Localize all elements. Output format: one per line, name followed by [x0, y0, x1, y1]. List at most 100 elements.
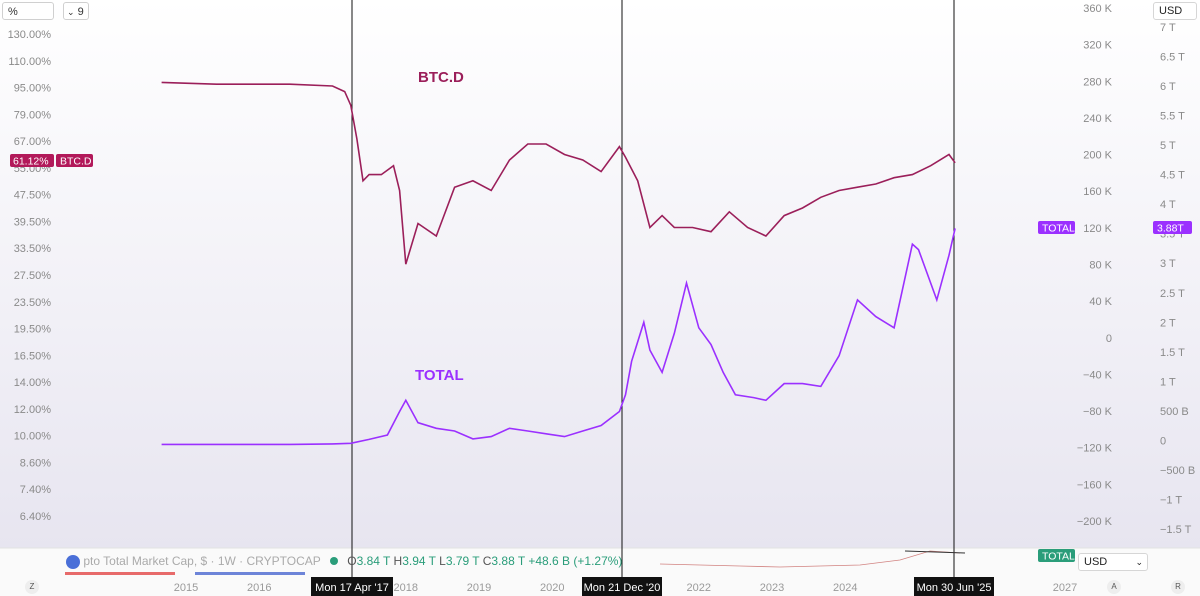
x-axis-tick: 2018	[394, 582, 418, 594]
x-axis-tick: 2020	[540, 582, 564, 594]
left-axis-tick: 19.50%	[14, 324, 52, 336]
mid-axis-tick: 320 K	[1083, 40, 1112, 52]
mid-axis-tick: −40 K	[1083, 369, 1113, 381]
date-marker-label: Mon 17 Apr '17	[315, 582, 389, 594]
right-axis-tick: 500 B	[1160, 406, 1189, 418]
interval-dropdown[interactable]: ⌄ 9	[63, 2, 89, 20]
auto-scale-button[interactable]: A	[1107, 580, 1121, 594]
scroll-indicator-mid[interactable]	[195, 572, 305, 575]
total-price-tag[interactable]: TOTAL 3.88T	[1038, 221, 1192, 235]
x-axis-tick: 2024	[833, 582, 857, 594]
total-value-tag: 3.88T	[1157, 223, 1184, 235]
left-axis-tick: 10.00%	[14, 431, 52, 443]
open-label: O	[347, 554, 357, 568]
mid-axis-tick: 0	[1106, 333, 1112, 345]
currency-bottom-dropdown[interactable]: USD ⌄	[1078, 553, 1148, 571]
btcd-chart-label: BTC.D	[418, 69, 464, 86]
total-bottom-tag[interactable]: TOTAL	[1038, 549, 1075, 563]
right-axis-tick: 5.5 T	[1160, 111, 1185, 123]
reset-button[interactable]: R	[1171, 580, 1185, 594]
left-axis-tick: 7.40%	[20, 484, 51, 496]
mid-axis-tick: 80 K	[1089, 260, 1112, 272]
left-axis-tick: 23.50%	[14, 297, 52, 309]
x-axis-tick: 2016	[247, 582, 271, 594]
x-axis-tick: 2022	[687, 582, 711, 594]
legend-title: pto Total Market Cap, $ · 1W · CRYPTOCAP	[83, 554, 321, 568]
left-axis-tick: 95.00%	[14, 83, 52, 95]
date-marker-label: Mon 21 Dec '20	[584, 582, 661, 594]
btcd-name-tag: BTC.D	[60, 156, 92, 168]
right-axis-tick: 5 T	[1160, 140, 1176, 152]
legend-bar[interactable]: pto Total Market Cap, $ · 1W · CRYPTOCAP…	[66, 554, 622, 569]
mid-axis-tick: 160 K	[1083, 186, 1112, 198]
plot-background	[0, 0, 1200, 548]
left-axis-tick: 14.00%	[14, 377, 52, 389]
left-percent-axis: 130.00%110.00%95.00%79.00%67.00%55.00%47…	[8, 29, 52, 523]
change-value: +48.6 B (+1.27%)	[528, 554, 623, 568]
right-axis-tick: 7 T	[1160, 22, 1176, 34]
total-name-tag: TOTAL	[1042, 223, 1075, 235]
right-axis-tick: 6.5 T	[1160, 52, 1185, 64]
close-label: C	[482, 554, 492, 568]
left-axis-tick: 39.50%	[14, 216, 52, 228]
right-axis-tick: 1.5 T	[1160, 347, 1185, 359]
chevron-down-icon: ⌄	[1135, 557, 1143, 567]
zoom-button[interactable]: Z	[25, 580, 39, 594]
right-axis-tick: 4 T	[1160, 199, 1176, 211]
date-marker-box: Mon 30 Jun '25	[914, 577, 994, 596]
mid-axis-tick: −120 K	[1077, 443, 1113, 455]
high-label: H	[393, 554, 403, 568]
right-t-axis: 7 T6.5 T6 T5.5 T5 T4.5 T4 T3.5 T3 T2.5 T…	[1160, 22, 1195, 536]
right-axis-tick: 4.5 T	[1160, 170, 1185, 182]
mini-range-line	[904, 550, 966, 554]
left-axis-tick: 130.00%	[8, 29, 52, 41]
right-axis-tick: 0	[1160, 435, 1166, 447]
right-axis-tick: 6 T	[1160, 81, 1176, 93]
low-value: 3.79 T	[445, 554, 480, 568]
btcd-series-line[interactable]	[161, 81, 956, 265]
mid-axis-tick: 240 K	[1083, 113, 1112, 125]
currency-top-label: USD	[1159, 5, 1183, 17]
left-axis-tick: 8.60%	[20, 457, 51, 469]
low-label: L	[439, 554, 446, 568]
chevron-down-icon: ⌄	[67, 7, 75, 17]
right-axis-tick: −1.5 T	[1160, 524, 1192, 536]
mini-sparkline	[659, 550, 961, 568]
interval-label: 9	[77, 6, 84, 18]
right-axis-tick: −1 T	[1160, 494, 1182, 506]
scale-mode-button[interactable]: %	[2, 2, 54, 20]
right-axis-tick: 1 T	[1160, 376, 1176, 388]
x-axis-tick: 2019	[467, 582, 491, 594]
close-value: 3.88 T	[491, 554, 526, 568]
currency-top-dropdown[interactable]: USD	[1153, 2, 1197, 20]
scroll-indicator-left[interactable]	[65, 572, 175, 575]
total-series-line[interactable]	[161, 228, 956, 446]
date-marker-box: Mon 21 Dec '20	[582, 577, 662, 596]
right-axis-tick: 3 T	[1160, 258, 1176, 270]
right-axis-tick: 2 T	[1160, 317, 1176, 329]
date-marker-label: Mon 30 Jun '25	[917, 582, 992, 594]
middle-k-axis: 360 K 320 K 280 K 240 K 200 K 160 K 120 K 80 K 4…	[1077, 3, 1113, 528]
btcd-value-tag: 61.12%	[13, 156, 49, 168]
mid-axis-tick: 280 K	[1083, 76, 1112, 88]
mid-axis-tick: 120 K	[1083, 223, 1112, 235]
mid-axis-tick: 40 K	[1089, 296, 1112, 308]
scale-mode-label: %	[8, 6, 18, 18]
date-marker-lines	[351, 0, 955, 596]
date-marker-box: Mon 17 Apr '17	[311, 577, 393, 596]
x-axis-tick: 2027	[1053, 582, 1077, 594]
left-axis-tick: 16.50%	[14, 350, 52, 362]
total-bottom-tag-text: TOTAL	[1042, 551, 1075, 563]
total-chart-label: TOTAL	[415, 367, 464, 384]
right-axis-tick: −500 B	[1160, 465, 1195, 477]
btcd-price-tag[interactable]: 61.12% BTC.D	[10, 154, 93, 168]
mid-axis-tick: −160 K	[1077, 479, 1113, 491]
status-dot-icon	[329, 557, 338, 565]
left-axis-tick: 33.50%	[14, 243, 52, 255]
mid-axis-tick: 200 K	[1083, 150, 1112, 162]
high-value: 3.94 T	[402, 554, 436, 568]
mid-axis-tick: 360 K	[1083, 3, 1112, 15]
x-axis: 2015201620182019202020222023202462027	[174, 582, 1077, 594]
left-axis-tick: 6.40%	[20, 511, 51, 523]
